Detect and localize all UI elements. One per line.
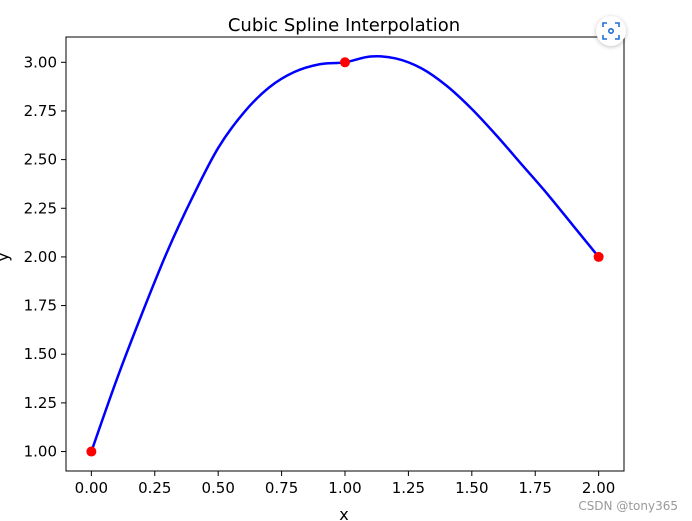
- y-tick-label: 1.50: [24, 345, 57, 363]
- x-tick-label: 1.00: [328, 479, 361, 497]
- y-tick-label: 2.50: [24, 151, 57, 169]
- chart-title: Cubic Spline Interpolation: [228, 15, 460, 36]
- scan-button[interactable]: [596, 16, 626, 46]
- x-tick-label: 1.75: [519, 479, 552, 497]
- data-point: [86, 446, 97, 457]
- plot-area: [86, 54, 604, 457]
- spline-curve: [90, 54, 600, 452]
- plot-frame: [65, 36, 625, 472]
- y-tick-label: 1.00: [24, 443, 57, 461]
- y-tick-label: 1.25: [24, 394, 57, 412]
- x-tick-label: 2.00: [582, 479, 615, 497]
- watermark: CSDN @tony365: [578, 499, 678, 513]
- x-tick-label: 0.00: [75, 479, 108, 497]
- x-tick-label: 0.50: [201, 479, 234, 497]
- data-point: [593, 251, 604, 262]
- y-tick-label: 1.75: [24, 297, 57, 315]
- scan-icon: [602, 22, 620, 40]
- x-tick-label: 1.50: [455, 479, 488, 497]
- y-tick-label: 2.00: [24, 248, 57, 266]
- x-tick-label: 0.75: [265, 479, 298, 497]
- tick-layer: 0.00 0.25 0.50 0.75 1.00 1.25 1.50 1.75 2.00 1.00…: [24, 53, 616, 497]
- data-point: [340, 57, 350, 68]
- y-axis-label: y: [0, 252, 12, 261]
- x-tick-label: 1.25: [392, 479, 425, 497]
- y-tick-label: 3.00: [24, 53, 57, 71]
- y-tick-label: 2.75: [24, 102, 57, 120]
- y-tick-label: 2.25: [24, 199, 57, 217]
- x-tick-label: 0.25: [138, 479, 171, 497]
- x-axis-label: x: [339, 505, 348, 521]
